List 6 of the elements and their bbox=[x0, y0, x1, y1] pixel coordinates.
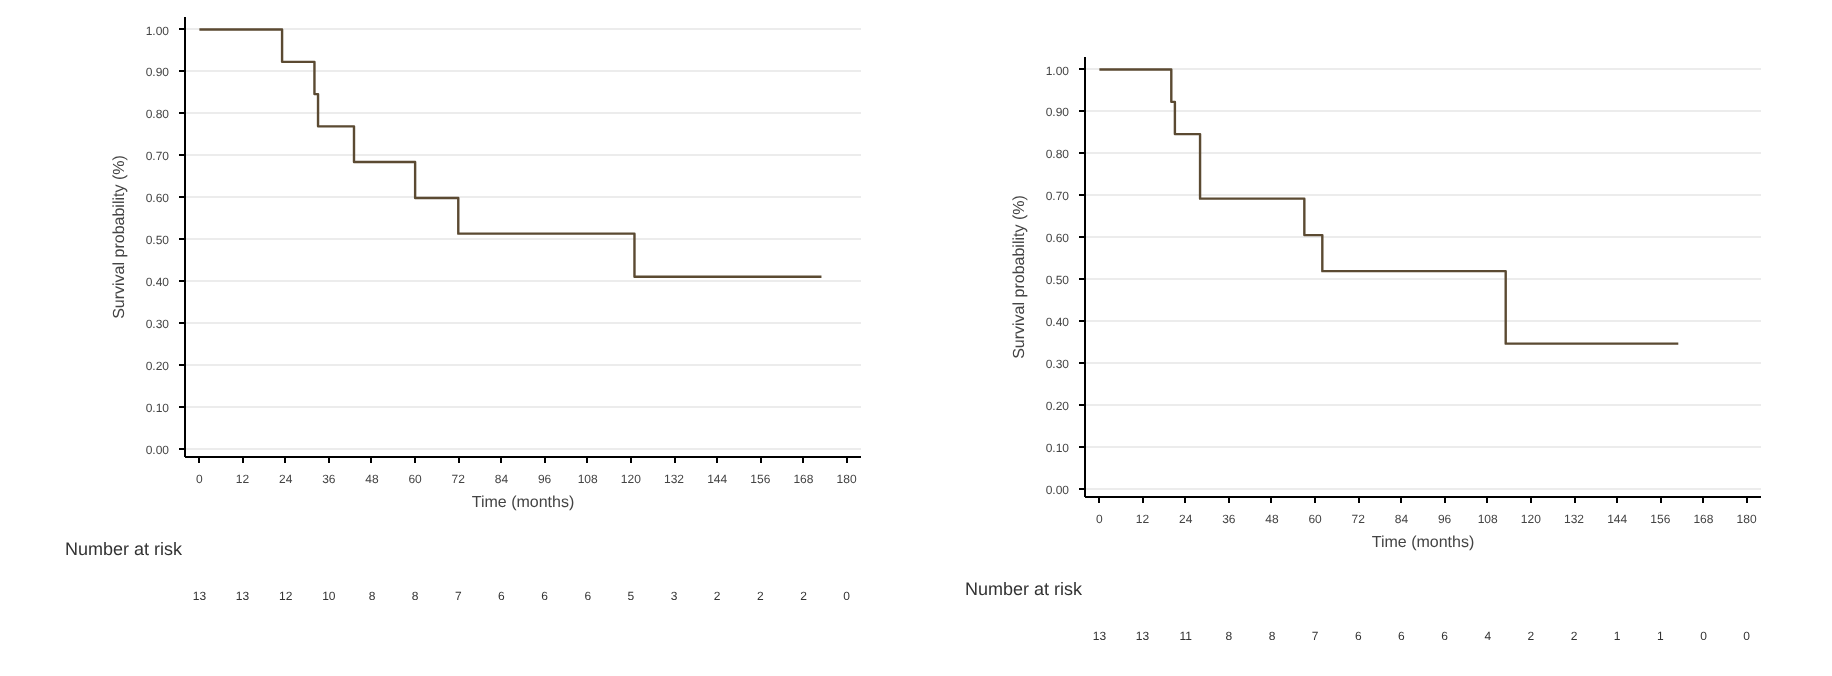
x-axis-title: Time (months) bbox=[1371, 533, 1475, 551]
text: Number at risk bbox=[65, 539, 184, 559]
text: Number at risk bbox=[965, 579, 1084, 599]
y-axis-title: Survival probability (%) bbox=[1009, 194, 1028, 359]
y-axis-title: Survival probability (%) bbox=[109, 154, 128, 319]
x-axis-title: Time (months) bbox=[471, 493, 575, 511]
